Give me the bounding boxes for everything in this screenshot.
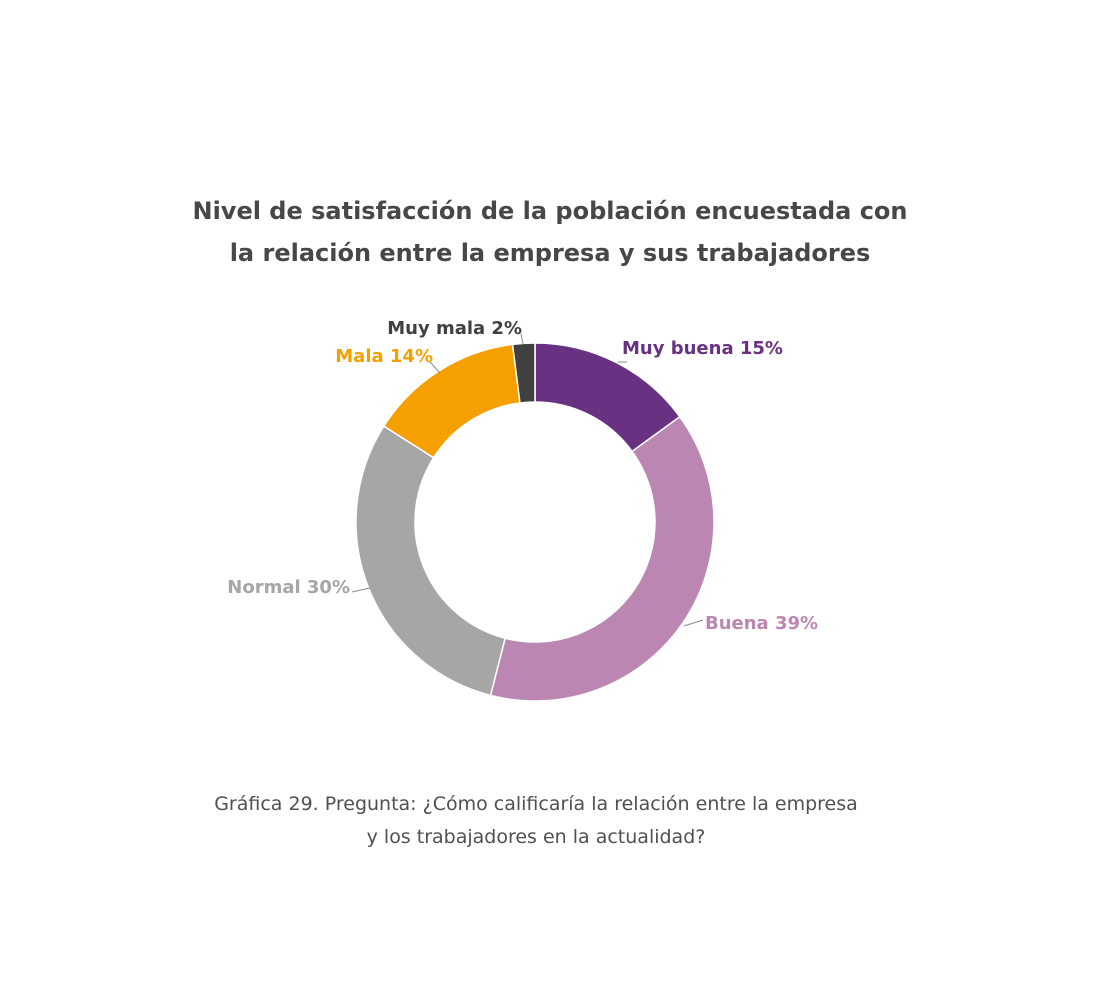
donut-slice-2 [489,415,715,702]
caption-line-1: Gráfica 29. Pregunta: ¿Cómo calificaría … [214,793,858,815]
donut-slice-3 [355,425,507,697]
chart-title: Nivel de satisfacción de la población en… [0,190,1100,274]
slice-labels: Muy buena 15% Buena 39% Normal 30% Mala 14%… [227,318,818,634]
donut-slice-5 [511,342,536,404]
leader-line-2 [683,619,704,627]
slice-label-1: Muy buena 15% [622,338,783,359]
leader-line-3 [351,587,371,593]
leader-line-4 [429,361,441,374]
leader-line-5 [520,333,524,345]
chart-title-line-2: la relación entre la empresa y sus traba… [229,239,871,267]
slice-label-4: Mala 14% [335,346,433,367]
slice-label-3: Normal 30% [227,577,350,598]
chart-title-line-1: Nivel de satisfacción de la población en… [192,197,908,225]
slice-label-2: Buena 39% [705,613,818,634]
label-leader-lines [351,333,704,627]
figure-caption: Gráfica 29. Pregunta: ¿Cómo calificaría … [0,788,1072,854]
slice-label-5: Muy mala 2% [387,318,522,339]
donut-slices [355,342,715,702]
caption-line-2: y los trabajadores en la actualidad? [366,826,706,848]
